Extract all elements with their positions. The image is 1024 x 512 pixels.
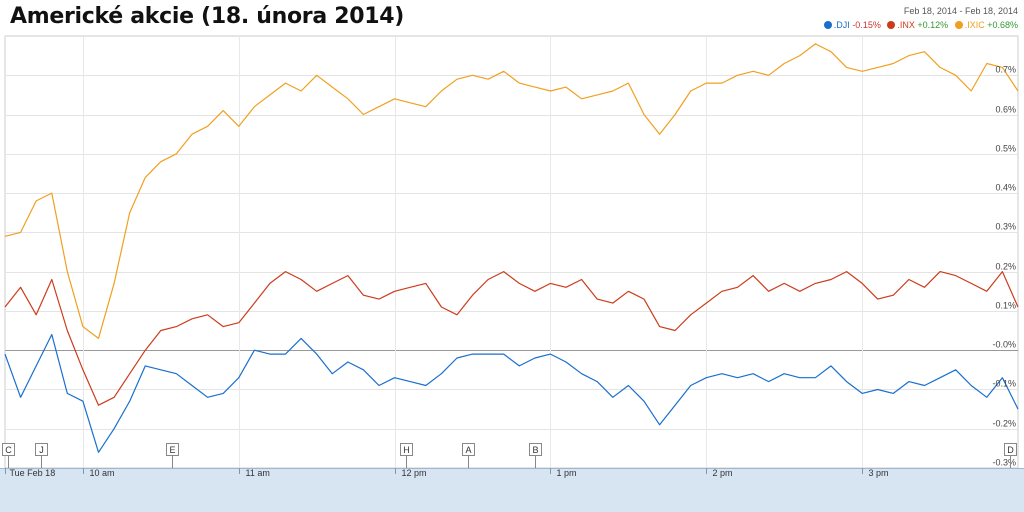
legend-item-inx[interactable]: .INX +0.12%: [887, 20, 950, 30]
y-tick-label: 0.5%: [995, 144, 1016, 154]
flag-label: D: [1007, 445, 1014, 455]
y-tick-label: 0.1%: [995, 301, 1016, 311]
flag-h[interactable]: H: [400, 443, 413, 469]
flag-label: A: [465, 445, 471, 455]
flag-box: [529, 443, 542, 456]
flag-a[interactable]: A: [462, 443, 475, 469]
legend-dot-icon: [954, 21, 963, 29]
flag-box: [400, 443, 413, 456]
flag-d[interactable]: D: [1004, 443, 1017, 469]
time-label: 1 pm: [557, 468, 577, 478]
y-tick-label: -0.1%: [992, 379, 1016, 389]
time-axis: Tue Feb 18 10 am 11 am 12 pm 1 pm 2 pm 3 pm: [0, 468, 1024, 512]
legend-change: -0.15%: [852, 20, 881, 30]
y-tick-label: 0.2%: [995, 262, 1016, 272]
y-tick-label: 0.4%: [995, 183, 1016, 193]
series-line-inx: [4, 271, 1019, 406]
flag-c[interactable]: C: [2, 443, 15, 469]
series-line-dji: [4, 333, 1019, 453]
grid: [4, 35, 1019, 469]
time-label: 11 am: [246, 468, 270, 478]
time-label: 2 pm: [713, 468, 733, 478]
y-tick-label: -0.0%: [992, 340, 1016, 350]
legend-dot-icon: [887, 21, 896, 29]
flag-box: [166, 443, 179, 456]
timeline-bar[interactable]: [0, 468, 1024, 512]
legend-item-dji[interactable]: .DJI -0.15%: [823, 20, 884, 30]
legend-name: .IXIC: [964, 20, 985, 30]
flag-b[interactable]: B: [529, 443, 542, 469]
flag-label: J: [39, 445, 44, 455]
time-label: 12 pm: [402, 468, 427, 478]
flag-label: C: [5, 445, 12, 455]
legend-item-ixic[interactable]: .IXIC +0.68%: [954, 20, 1018, 30]
series-lines: [4, 43, 1019, 453]
legend-change: +0.68%: [987, 20, 1018, 30]
date-range: Feb 18, 2014 - Feb 18, 2014: [903, 6, 1018, 16]
y-tick-label: 0.7%: [995, 65, 1016, 75]
flag-label: H: [403, 445, 410, 455]
legend-change: +0.12%: [917, 20, 949, 30]
flag-box: [35, 443, 48, 456]
legend-name: .DJI: [833, 20, 850, 30]
flag-box: [1004, 443, 1017, 456]
time-label: 3 pm: [869, 468, 889, 478]
y-tick-label: -0.3%: [992, 458, 1016, 468]
legend: .DJI -0.15% .INX +0.12% .IXIC +0.68%: [820, 20, 1018, 30]
y-tick-label: 0.6%: [995, 105, 1016, 115]
y-tick-label: 0.3%: [995, 222, 1016, 232]
page-title: Americké akcie (18. února 2014): [10, 4, 405, 29]
legend-name: .INX: [897, 20, 915, 30]
plot-frame: [4, 35, 1019, 469]
y-axis-ticks: -0.3% -0.2% -0.1% -0.0% 0.1% 0.2% 0.3% 0.4% 0.5%…: [992, 65, 1016, 468]
flag-box: [462, 443, 475, 456]
legend-dot-icon: [823, 21, 832, 29]
time-label: 10 am: [90, 468, 115, 478]
time-label: Tue Feb 18: [10, 468, 56, 478]
flag-label: E: [169, 445, 175, 455]
series-line-ixic: [4, 43, 1019, 339]
flag-label: B: [532, 445, 538, 455]
y-tick-label: -0.2%: [992, 419, 1016, 429]
flag-j[interactable]: J: [35, 443, 48, 469]
flag-e[interactable]: E: [166, 443, 179, 469]
flag-box: [2, 443, 15, 456]
